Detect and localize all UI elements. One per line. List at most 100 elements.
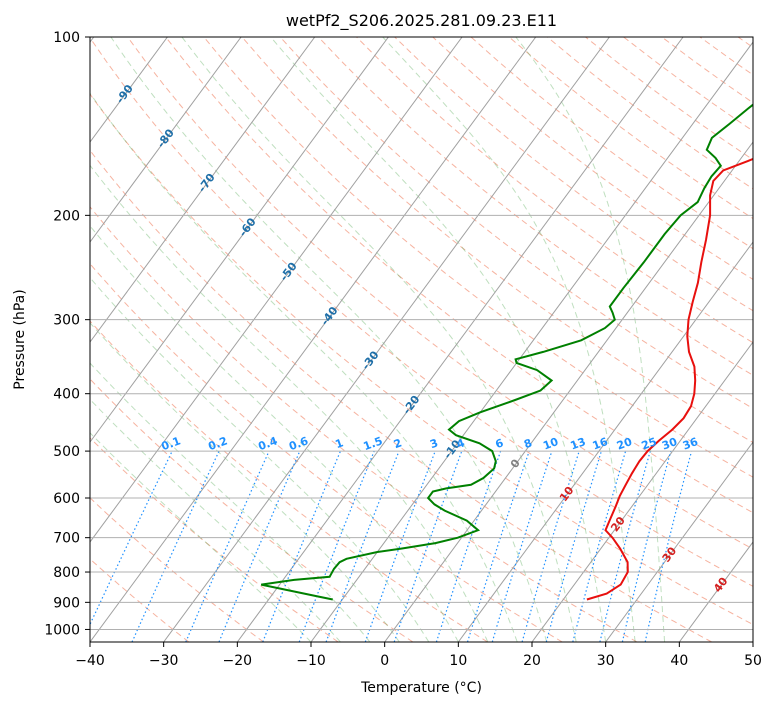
y-tick-label: 1000 [44, 622, 80, 638]
mixing-ratio-line [393, 450, 463, 642]
x-tick-label: 20 [523, 653, 541, 669]
mixing-ratio-label: 25 [640, 435, 659, 452]
mixing-ratio-label: 30 [660, 435, 679, 453]
y-axis-title: Pressure (hPa) [12, 289, 28, 389]
mixing-ratio-label: 0.2 [206, 434, 229, 453]
moist-adiabat [90, 398, 341, 642]
chart-title: wetPf2_S206.2025.281.09.23.E11 [286, 11, 557, 31]
isotherm-line [384, 141, 753, 642]
mixing-ratio-label: 0.4 [256, 434, 279, 453]
x-axis: −40 −30 −20 −10 0 10 20 30 40 50 [75, 642, 762, 669]
dry-adiabat [165, 37, 753, 514]
dry-adiabat [279, 37, 753, 410]
moist-adiabat [382, 37, 636, 642]
mixing-ratio-label: 0.1 [160, 434, 183, 453]
y-axis: 1000 900 800 700 600 500 400 300 200 100 [44, 30, 90, 638]
isotherm-line [310, 41, 753, 642]
mixing-ratio-label: 10 [541, 435, 560, 453]
x-tick-label: 30 [597, 653, 615, 669]
mixing-ratio-line [262, 450, 342, 642]
moist-adiabat [90, 92, 518, 642]
background-lines [90, 37, 753, 642]
moist-adiabat [270, 37, 607, 642]
isotherm-line [163, 37, 610, 642]
x-tick-label: −20 [223, 653, 253, 669]
moist-adiabat [90, 277, 430, 642]
isotherm-line [90, 37, 242, 243]
mixing-ratio-label: 6 [494, 436, 506, 451]
moist-adiabat [90, 362, 371, 642]
y-tick-label: 300 [53, 313, 80, 329]
isotherm-line [90, 37, 168, 143]
mixing-ratio-line [599, 450, 651, 642]
dry-adiabat [356, 37, 753, 344]
moist-adiabat [90, 322, 400, 642]
plot-frame [89, 36, 754, 643]
profile-series [260, 103, 753, 601]
x-tick-label: 0 [380, 653, 389, 669]
mixing-ratio-line [491, 450, 553, 642]
dry-adiabat [90, 378, 414, 642]
isotherm-line [531, 341, 753, 642]
x-tick-label: 40 [670, 653, 688, 669]
mixing-ratio-label: 20 [615, 435, 634, 453]
y-tick-label: 900 [53, 595, 80, 611]
y-tick-label: 800 [53, 565, 80, 581]
mixing-ratio-line [218, 450, 301, 642]
x-tick-label: −40 [75, 653, 105, 669]
mixing-ratio-line [325, 450, 400, 642]
dry-adiabat [90, 206, 638, 642]
mixing-ratio-line [572, 450, 627, 642]
mixing-ratio-line [521, 450, 580, 642]
mixing-ratio-label: 13 [569, 435, 588, 452]
mixing-ratio-line [185, 450, 270, 642]
moist-adiabat [90, 164, 489, 642]
isotherm-line [90, 37, 389, 443]
isotherm-line [236, 37, 684, 642]
moist-adiabat [90, 225, 459, 642]
mixing-ratio-label: 16 [591, 435, 610, 453]
y-tick-label: 400 [53, 387, 80, 403]
x-axis-title: Temperature (°C) [360, 680, 482, 696]
mixing-ratio-line [466, 450, 530, 642]
isotherm-line [90, 37, 537, 642]
mixing-ratio-line [364, 450, 436, 642]
moist-adiabat [181, 37, 577, 642]
dry-adiabat [90, 37, 753, 587]
x-tick-label: 10 [449, 653, 467, 669]
y-tick-label: 700 [53, 531, 80, 547]
isotherm-line [90, 37, 316, 343]
mixing-ratio-label: 1.5 [362, 434, 385, 453]
mixing-ratio-line [298, 450, 375, 642]
mixing-ratio-line [621, 450, 672, 642]
moist-adiabat [110, 37, 548, 642]
mixing-ratio-line [435, 450, 502, 642]
mixing-ratio-label: 8 [522, 436, 534, 451]
mixing-ratio-label: 1 [333, 436, 345, 451]
dry-adiabat [90, 263, 563, 642]
y-tick-label: 600 [53, 491, 80, 507]
x-tick-label: 50 [744, 653, 762, 669]
mixing-ratio-label: 2 [392, 436, 404, 451]
dry-adiabat [90, 93, 753, 626]
x-tick-label: −10 [296, 653, 326, 669]
mixing-ratio-label: 0.6 [287, 434, 310, 453]
isotherm-line [457, 241, 753, 642]
pressure-grid [90, 37, 753, 630]
dry-adiabat [318, 37, 753, 376]
dry-adiabat [90, 149, 712, 642]
y-tick-label: 100 [53, 30, 80, 46]
mixing-ratio-line [545, 450, 602, 642]
y-tick-label: 200 [53, 208, 80, 224]
dewpoint-line [260, 103, 753, 601]
y-tick-label: 500 [53, 444, 80, 460]
mixing-ratio-label: 36 [681, 435, 700, 453]
temperature-line [586, 157, 753, 601]
x-tick-label: −30 [149, 653, 179, 669]
mixing-ratio-line [644, 450, 693, 642]
isotherm-line [90, 37, 463, 543]
isotherm-line [605, 441, 753, 642]
mixing-ratio-label: 4 [455, 436, 467, 451]
